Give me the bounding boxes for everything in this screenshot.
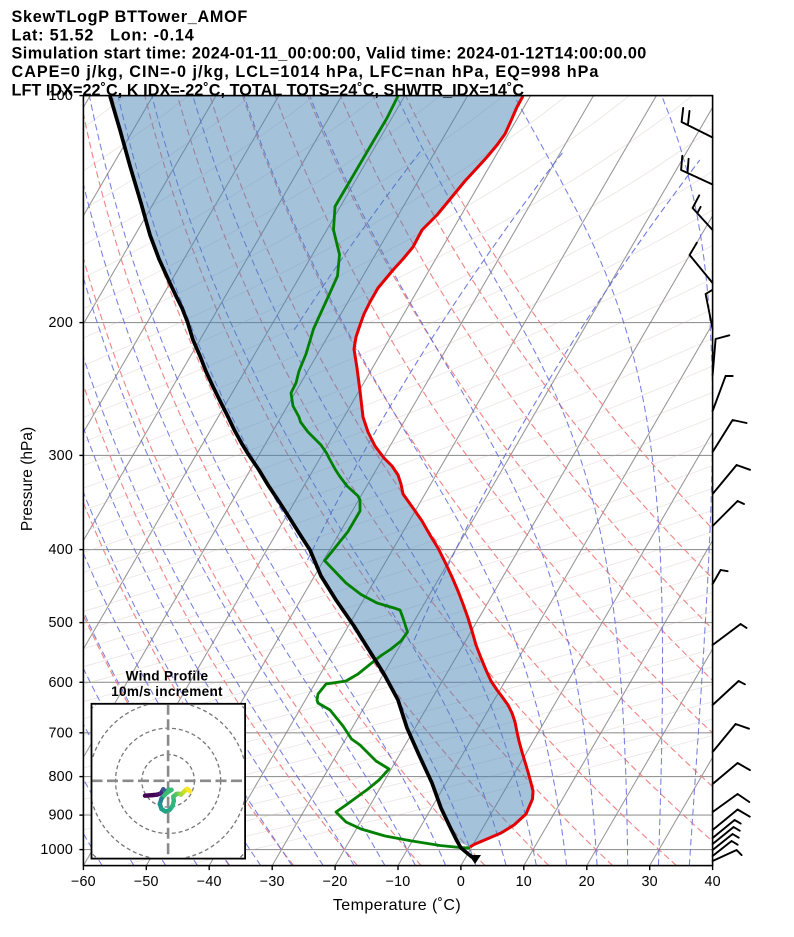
svg-text:−30: −30: [260, 874, 285, 890]
svg-text:900: 900: [49, 808, 73, 824]
svg-text:−50: −50: [134, 874, 159, 890]
svg-text:1000: 1000: [40, 842, 73, 858]
svg-text:Pressure (hPa): Pressure (hPa): [19, 427, 36, 531]
svg-text:40: 40: [704, 874, 720, 890]
svg-text:400: 400: [49, 542, 73, 558]
svg-text:Lat: 51.52 Lon: -0.14: Lat: 51.52 Lon: -0.14: [12, 26, 195, 44]
svg-text:CAPE=0 j/kg, CIN=-0 j/kg, LCL=: CAPE=0 j/kg, CIN=-0 j/kg, LCL=1014 hPa, …: [12, 63, 600, 81]
svg-text:500: 500: [49, 615, 73, 631]
svg-text:Simulation start time: 2024-01: Simulation start time: 2024-01-11_00:00:…: [12, 45, 647, 63]
svg-text:0: 0: [457, 874, 465, 890]
svg-text:LFT IDX=22˚C, K IDX=-22˚C, TOT: LFT IDX=22˚C, K IDX=-22˚C, TOTAL TOTS=24…: [12, 81, 525, 99]
svg-text:−10: −10: [386, 874, 411, 890]
svg-text:600: 600: [49, 675, 73, 691]
svg-text:Temperature (˚C): Temperature (˚C): [333, 897, 461, 914]
svg-text:10m/s increment: 10m/s increment: [111, 684, 223, 699]
svg-text:10: 10: [516, 874, 532, 890]
svg-text:200: 200: [49, 315, 73, 331]
svg-text:SkewTLogP BTTower_AMOF: SkewTLogP BTTower_AMOF: [12, 8, 249, 26]
svg-text:20: 20: [579, 874, 595, 890]
svg-text:−40: −40: [197, 874, 222, 890]
svg-text:700: 700: [49, 725, 73, 741]
svg-text:100: 100: [49, 88, 73, 104]
svg-text:300: 300: [49, 448, 73, 464]
svg-text:30: 30: [642, 874, 658, 890]
svg-text:Wind Profile: Wind Profile: [126, 669, 209, 684]
svg-text:−20: −20: [323, 874, 348, 890]
svg-text:800: 800: [49, 769, 73, 785]
svg-text:−60: −60: [71, 874, 96, 890]
